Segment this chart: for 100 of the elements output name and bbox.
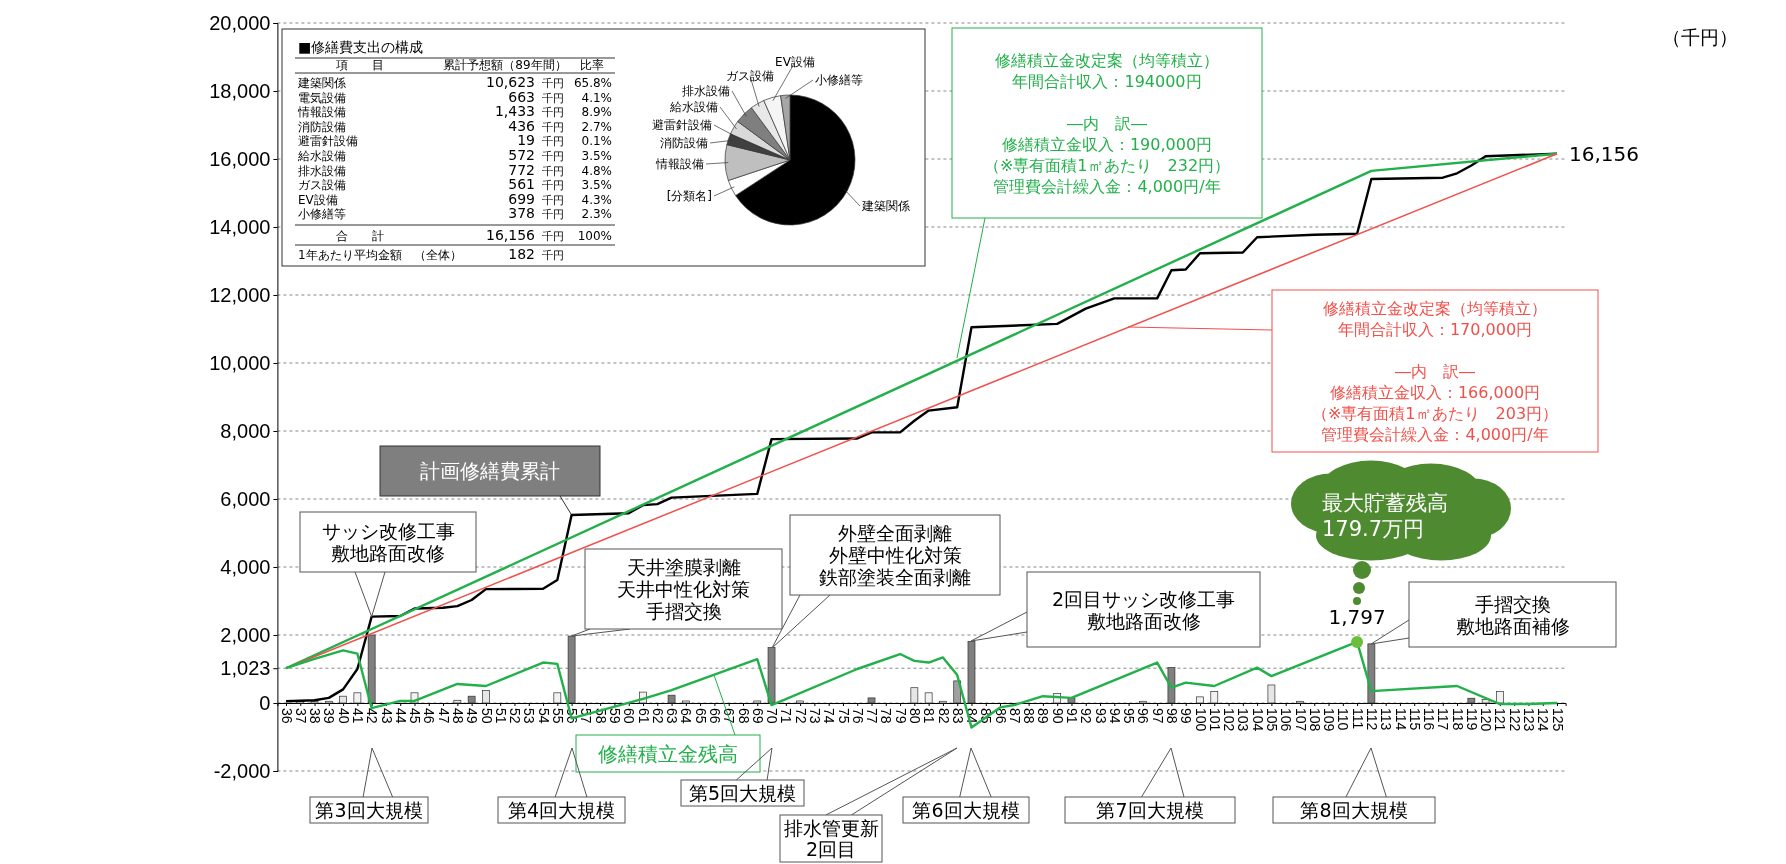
text: 第3回大規模: [315, 799, 423, 821]
x-tick-label: 61: [635, 708, 652, 724]
x-tick-label: 125: [1549, 708, 1566, 732]
slice-label: 消防設備: [660, 136, 708, 150]
y-tick-label: 20,000: [209, 11, 271, 34]
annotation: 3.5%: [581, 149, 612, 163]
x-tick-label: 49: [464, 708, 481, 724]
x-tick-label: 98: [1164, 708, 1181, 724]
annotation: 合 計: [336, 229, 384, 243]
annotation: 19: [517, 132, 535, 149]
x-tick-label: 100: [1192, 708, 1209, 732]
x-tick-label: 107: [1292, 708, 1309, 732]
annotation: 2.3%: [581, 207, 612, 222]
annotation: 65.8%: [573, 76, 612, 90]
x-tick-label: 88: [1021, 708, 1038, 724]
annotation: 561: [508, 176, 535, 193]
x-tick-label: 94: [1106, 708, 1123, 724]
y-tick-label: 6,000: [220, 487, 271, 510]
x-tick-label: 72: [792, 708, 809, 724]
text: ■修繕費支出の構成: [298, 39, 424, 55]
annotation: 排水設備: [298, 163, 346, 178]
x-tick-label: 41: [349, 708, 366, 724]
x-tick-label: 68: [735, 708, 752, 724]
text: 第4回大規模: [507, 799, 616, 821]
annotation: 千円: [542, 135, 564, 149]
x-tick-label: 39: [321, 708, 338, 724]
annotation: 給水設備: [297, 149, 346, 163]
x-tick-label: 36: [278, 708, 295, 724]
x-tick-label: 67: [721, 708, 738, 724]
x-tick-label: 121: [1492, 708, 1509, 732]
annotation: 572: [508, 147, 535, 163]
x-tick-label: 52: [507, 708, 524, 724]
x-tick-label: 86: [992, 708, 1009, 724]
x-tick-label: 106: [1278, 708, 1295, 732]
annotation: 2回目サッシ改修工事敷地路面改修: [1051, 587, 1236, 632]
y-tick-label: 18,000: [209, 79, 271, 102]
x-tick-label: 83: [949, 708, 966, 724]
y-tick-label: 16,000: [209, 147, 271, 170]
annotation: 4.1%: [581, 90, 612, 105]
text: 修繕積立金改定案（均等積立）年間合計収入：170,000円―内 訳―修繕積立金収入：166,000円（※専有面積1㎡あたり 203円）管理費会計繰入金：4,000円/年: [1311, 298, 1559, 444]
y-tick-label: 12,000: [209, 283, 271, 306]
annotation: 1,433: [494, 103, 535, 120]
x-tick-label: 73: [806, 708, 823, 724]
annotation: 千円: [542, 77, 564, 90]
annotation: 千円: [542, 120, 564, 134]
annotation: 4.8%: [581, 163, 612, 178]
x-tick-label: 117: [1435, 708, 1452, 731]
x-tick-label: 38: [307, 708, 324, 724]
annotation: 663: [508, 88, 535, 105]
x-tick-label: 53: [521, 708, 538, 724]
annotation: 1年あたり平均金額 （全体）: [298, 248, 462, 262]
slice-label: EV設備: [775, 55, 815, 69]
slice-label: 給水設備: [669, 100, 718, 114]
x-tick-label: 76: [849, 708, 866, 724]
annotation: 378: [508, 205, 535, 222]
x-tick-label: 75: [835, 708, 852, 724]
annotation: 8.9%: [581, 105, 612, 120]
x-tick-label: 60: [621, 708, 638, 724]
x-tick-label: 78: [878, 708, 895, 724]
annotation: 避雷針設備: [298, 134, 358, 149]
annotation: 情報設備: [297, 105, 346, 120]
text: 排水管更新2回目: [783, 817, 879, 860]
text: 修繕積立金改定案（均等積立）年間合計収入：194000円―内 訳―修繕積立金収入：190,000円（※専有面積1㎡あたり 232円）管理費会計繰入金：4,000円/年: [983, 50, 1231, 196]
annotation: 千円: [542, 230, 564, 243]
y-tick-label: 1,023: [220, 657, 271, 680]
y-tick-label: 8,000: [220, 419, 271, 442]
annotation: 電気設備: [298, 90, 346, 105]
x-tick-label: 101: [1206, 708, 1223, 732]
annotation: 外壁全面剥離外壁中性化対策鉄部塗装全面剥離: [819, 522, 971, 588]
annotation: 772: [508, 161, 535, 178]
y-tick-label: 2,000: [220, 623, 271, 646]
x-tick-label: 44: [392, 708, 409, 724]
x-tick-label: 70: [764, 708, 781, 724]
slice-label: 建築関係: [861, 199, 910, 213]
x-tick-label: 105: [1264, 708, 1280, 732]
x-tick-label: 37: [292, 708, 309, 724]
x-tick-label: 97: [1149, 708, 1166, 724]
y-tick-label: -2,000: [213, 759, 271, 782]
x-tick-label: 71: [778, 708, 795, 724]
x-tick-label: 116: [1421, 708, 1438, 731]
x-tick-label: 42: [364, 708, 381, 724]
annotation: 436: [508, 117, 536, 134]
x-tick-label: 87: [1006, 708, 1023, 724]
annotation: 天井塗膜剥離天井中性化対策手摺交換: [617, 556, 750, 622]
slice-label: 排水設備: [682, 84, 730, 98]
annotation: 2.7%: [581, 119, 612, 134]
x-tick-label: 109: [1321, 708, 1338, 732]
x-tick-label: 91: [1064, 708, 1081, 724]
annotation: 千円: [542, 91, 564, 105]
annotation: 消防設備: [298, 119, 346, 134]
slice-label: ガス設備: [726, 69, 774, 83]
slice-label: 避雷針設備: [652, 118, 712, 132]
text: 第6回大規模: [912, 799, 1020, 821]
x-tick-label: 112: [1363, 708, 1380, 731]
x-tick-label: 82: [935, 708, 952, 724]
annotation: 3.5%: [581, 178, 612, 193]
annotation: サッシ改修工事敷地路面改修: [321, 520, 455, 564]
annotation: 手摺交換敷地路面補修: [1455, 592, 1570, 637]
annotation: 4.3%: [581, 192, 612, 207]
x-tick-label: 63: [664, 708, 681, 724]
